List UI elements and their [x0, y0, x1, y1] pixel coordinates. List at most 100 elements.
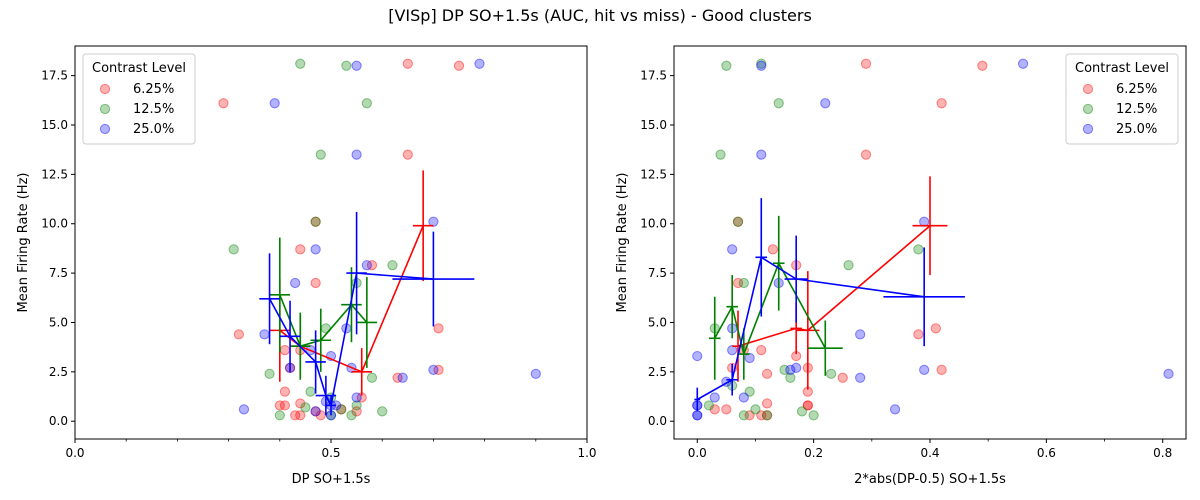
legend-label: 12.5%	[1116, 102, 1157, 117]
scatter-point	[732, 216, 744, 227]
scatter-point	[290, 410, 301, 421]
scatter-point	[351, 60, 362, 71]
y-tick-label: 12.5	[640, 167, 667, 181]
scatter-point	[341, 60, 352, 71]
scatter-point	[802, 400, 813, 411]
scatter-point	[837, 372, 848, 383]
scatter-point	[279, 400, 291, 411]
scatter-point	[295, 58, 306, 69]
scatter-point	[351, 149, 362, 160]
scatter-point	[761, 410, 773, 421]
legend-label: 25.0%	[1116, 122, 1157, 137]
x-tick-label: 0.0	[688, 446, 707, 460]
scatter-point	[259, 329, 270, 340]
scatter-point	[756, 345, 767, 356]
scatter-point	[361, 98, 372, 109]
scatter-point	[310, 406, 321, 417]
legend: Contrast Level 6.25% 12.5% 25.0%	[1065, 53, 1179, 145]
y-tick-label: 10.0	[41, 217, 68, 231]
scatter-point	[310, 216, 321, 227]
x-tick-label: 0.2	[804, 446, 823, 460]
scatter-point	[336, 404, 347, 415]
y-tick-label: 15.0	[640, 118, 667, 132]
scatter-point	[785, 364, 796, 375]
scatter-point	[366, 372, 378, 383]
scatter-point	[843, 260, 854, 271]
y-tick-label: 5.0	[49, 315, 68, 329]
scatter-point	[913, 244, 924, 255]
scatter-point	[791, 362, 802, 374]
legend-box	[82, 53, 196, 145]
y-tick-label: 5.0	[648, 315, 667, 329]
scatter-point	[336, 404, 347, 415]
legend-marker	[99, 103, 111, 115]
scatter-point	[744, 386, 755, 397]
scatter-point	[346, 410, 357, 421]
scatter-point	[351, 400, 362, 411]
scatter-point	[402, 149, 413, 160]
scatter-point	[1163, 368, 1174, 379]
scatter-point	[366, 260, 378, 271]
scatter-point	[727, 244, 738, 255]
scatter-point	[732, 277, 744, 289]
scatter-point	[377, 406, 388, 417]
scatter-point	[305, 386, 316, 397]
legend-title: Contrast Level	[1075, 61, 1169, 76]
scatter-point	[397, 372, 408, 383]
y-tick-label: 17.5	[640, 69, 667, 83]
legend-label: 12.5%	[133, 102, 174, 117]
scatter-point	[274, 410, 285, 421]
legend-label: 6.25%	[133, 82, 174, 97]
legend-marker	[99, 123, 111, 135]
scatter-point	[820, 98, 831, 109]
chart-panel-1: 0.0 0.5 1.0 0.0 2.5 5.0 7.5 10.0 12.5 15.0 17.5 DP …	[16, 45, 597, 487]
scatter-point	[738, 392, 749, 403]
scatter-point	[761, 368, 773, 379]
scatter-point	[692, 350, 703, 362]
scatter-point	[808, 410, 819, 421]
scatter-point	[310, 277, 321, 289]
scatter-point	[796, 406, 808, 417]
scatter-point	[310, 244, 321, 255]
scatter-point	[761, 398, 773, 409]
y-tick-label: 10.0	[640, 217, 667, 231]
x-axis-label: DP SO+1.5s	[292, 472, 371, 487]
scatter-point	[474, 58, 485, 69]
scatter-point	[889, 404, 901, 415]
figure-title: [VISp] DP SO+1.5s (AUC, hit vs miss) - G…	[388, 6, 812, 25]
scatter-point	[428, 364, 439, 375]
y-tick-label: 2.5	[49, 365, 68, 379]
chart-panel-2: 0.0 0.2 0.4 0.6 0.8 0.0 2.5 5.0 7.5 10.0 12.5 15.0 1…	[615, 45, 1187, 487]
scatter-point	[977, 60, 988, 71]
scatter-point	[530, 368, 541, 379]
scatter-point	[228, 244, 239, 255]
scatter-point	[709, 392, 720, 403]
legend-marker	[1082, 123, 1094, 135]
y-tick-label: 12.5	[41, 167, 68, 181]
scatter-point	[936, 364, 947, 375]
y-tick-label: 15.0	[41, 118, 68, 132]
scatter-point	[709, 404, 720, 415]
legend-marker	[1082, 103, 1094, 115]
scatter-point	[779, 364, 790, 375]
scatter-point	[761, 410, 773, 421]
scatter-point	[433, 323, 444, 334]
scatter-point	[387, 260, 398, 271]
scatter-point	[860, 149, 872, 160]
scatter-point	[703, 400, 715, 411]
x-tick-label: 0.4	[920, 446, 939, 460]
scatter-point	[300, 402, 311, 413]
x-tick-label: 0.8	[1153, 446, 1172, 460]
y-axis-label: Mean Firing Rate (Hz)	[16, 173, 31, 313]
scatter-point	[919, 364, 930, 375]
scatter-point	[315, 149, 326, 160]
y-tick-label: 7.5	[648, 266, 667, 280]
scatter-point	[1017, 58, 1029, 69]
legend-marker	[1082, 83, 1094, 95]
scatter-point	[855, 329, 866, 340]
scatter-point	[351, 406, 362, 417]
scatter-point	[930, 323, 941, 334]
mean-line	[714, 261, 826, 357]
scatter-point	[802, 400, 813, 411]
